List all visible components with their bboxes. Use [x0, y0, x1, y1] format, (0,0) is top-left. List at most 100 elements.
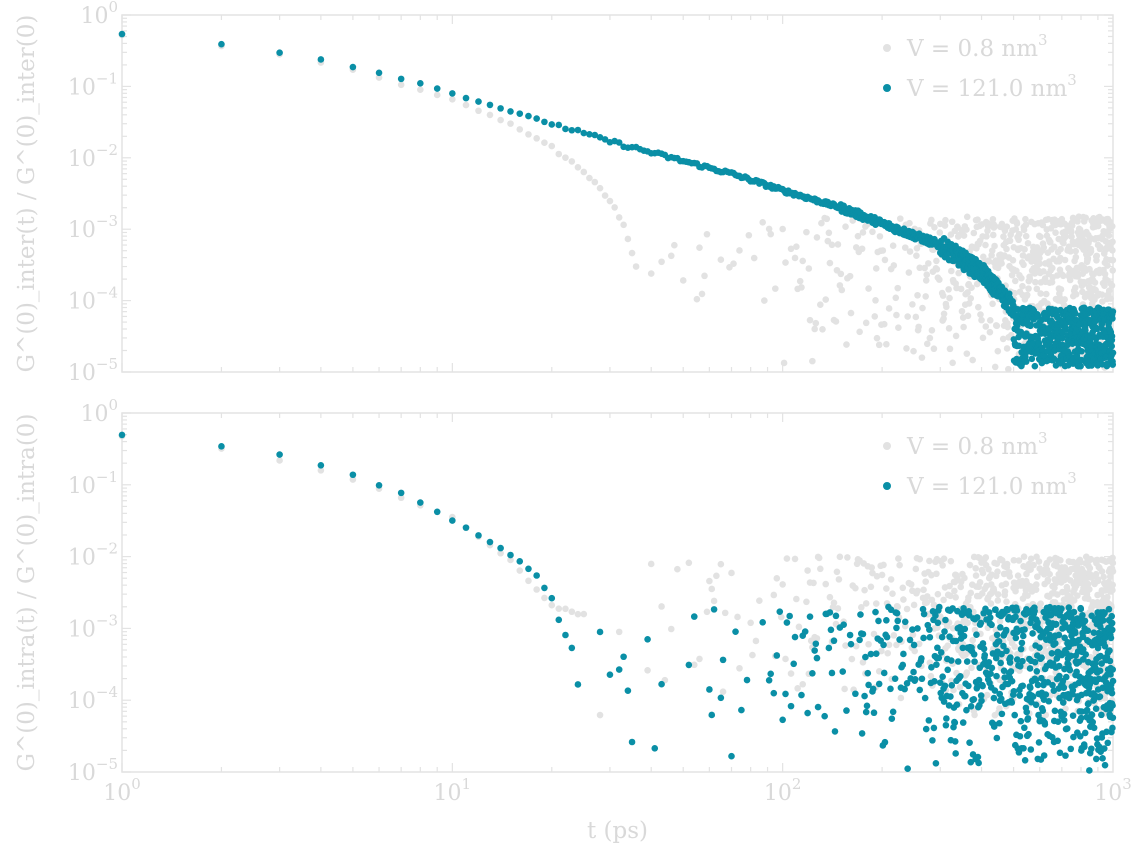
series-large-volume-point	[759, 619, 766, 626]
series-large-volume-point	[1105, 605, 1113, 613]
series-small-volume-point	[842, 223, 849, 230]
series-small-volume-point	[933, 265, 941, 273]
series-large-volume-point	[843, 707, 850, 714]
series-small-volume-point	[967, 589, 975, 597]
legend-label: V = 121.0 nm3	[906, 469, 1077, 500]
series-large-volume-point	[922, 725, 930, 733]
series-small-volume-point	[574, 610, 582, 618]
series-small-volume-point	[703, 230, 711, 238]
series-small-volume-point	[965, 300, 973, 307]
series-large-volume-point	[486, 101, 494, 109]
series-small-volume-point	[1011, 289, 1019, 297]
series-large-volume-point	[904, 765, 911, 773]
series-large-volume-point	[1081, 304, 1088, 312]
series-large-volume-point	[1042, 691, 1050, 698]
series-small-volume-point	[736, 247, 743, 254]
series-small-volume-point	[1079, 288, 1086, 296]
series-large-volume-point	[574, 681, 582, 688]
series-small-volume-point	[826, 593, 834, 601]
series-small-volume-point	[890, 262, 898, 269]
series-small-volume-point	[1002, 580, 1010, 588]
series-large-volume-point	[951, 738, 959, 745]
series-large-volume-point	[1069, 686, 1077, 694]
series-small-volume-point	[1035, 558, 1043, 565]
series-small-volume-point	[475, 107, 482, 115]
series-small-volume-point	[962, 651, 969, 658]
series-large-volume-point	[728, 752, 735, 760]
series-small-volume-point	[979, 569, 987, 577]
series-small-volume-point	[858, 245, 866, 253]
series-large-volume-point	[1098, 711, 1105, 719]
series-small-volume-point	[923, 599, 931, 606]
series-large-volume-point	[706, 686, 713, 693]
series-large-volume-point	[872, 650, 880, 657]
series-small-volume-point	[1068, 228, 1075, 236]
series-small-volume-point	[606, 197, 614, 205]
series-large-volume-point	[1000, 642, 1007, 650]
series-small-volume-point	[812, 319, 820, 327]
series-large-volume-point	[433, 508, 441, 516]
series-large-volume-point	[1109, 724, 1116, 732]
series-small-volume-point	[1003, 245, 1010, 253]
series-small-volume-point	[1013, 220, 1021, 227]
series-small-volume-point	[847, 309, 855, 317]
series-large-volume-point	[1021, 626, 1028, 633]
y-tick-label: 10−1	[68, 69, 118, 100]
series-large-volume-point	[651, 745, 659, 752]
series-small-volume-point	[1009, 257, 1017, 264]
series-small-volume-point	[805, 265, 813, 272]
series-large-volume-point	[1013, 656, 1021, 663]
series-small-volume-point	[799, 257, 807, 265]
series-small-volume-point	[793, 243, 800, 250]
series-small-volume-point	[710, 597, 718, 605]
series-large-volume-point	[1016, 662, 1024, 670]
series-small-volume-point	[671, 241, 678, 249]
series-large-volume-point	[986, 614, 994, 621]
series-large-volume-point	[1060, 710, 1068, 718]
series-small-volume-point	[948, 218, 956, 226]
series-large-volume-point	[375, 69, 383, 77]
series-small-volume-point	[900, 596, 907, 603]
series-large-volume-point	[562, 631, 569, 639]
series-small-volume-point	[833, 568, 841, 576]
series-large-volume-point	[906, 636, 914, 644]
series-large-volume-point	[1108, 612, 1116, 620]
series-large-volume-point	[869, 685, 877, 693]
series-small-volume-point	[930, 345, 938, 353]
series-small-volume-point	[1040, 268, 1047, 275]
series-large-volume-point	[690, 613, 698, 620]
series-small-volume-point	[906, 219, 913, 227]
series-small-volume-point	[647, 270, 655, 277]
series-large-volume-point	[1096, 667, 1104, 675]
series-small-volume-point	[946, 345, 954, 353]
series-small-volume-point	[881, 256, 889, 264]
series-large-volume-point	[953, 701, 961, 709]
series-small-volume-point	[819, 326, 826, 333]
series-large-volume-point	[932, 760, 940, 767]
series-large-volume-point	[1018, 639, 1026, 647]
series-small-volume-point	[1086, 586, 1093, 593]
series-small-volume-point	[951, 587, 958, 595]
series-large-volume-point	[1038, 654, 1045, 661]
series-small-volume-point	[777, 613, 785, 621]
series-small-volume-point	[782, 259, 789, 266]
series-large-volume-point	[936, 603, 943, 611]
series-large-volume-point	[1021, 724, 1028, 732]
series-small-volume-point	[1109, 586, 1116, 594]
series-large-volume-point	[821, 712, 828, 720]
series-small-volume-point	[846, 272, 854, 280]
series-large-volume-point	[1056, 672, 1063, 680]
series-large-volume-point	[1109, 308, 1117, 315]
series-small-volume-point	[586, 174, 593, 182]
series-small-volume-point	[974, 216, 981, 223]
series-small-volume-point	[970, 229, 978, 237]
series-large-volume-point	[615, 139, 623, 146]
series-small-volume-point	[859, 229, 867, 236]
series-large-volume-point	[944, 666, 952, 674]
legend-marker	[883, 44, 891, 52]
series-large-volume-point	[863, 702, 871, 710]
series-large-volume-point	[1011, 711, 1019, 719]
series-large-volume-point	[548, 121, 556, 128]
series-large-volume-point	[826, 609, 834, 616]
